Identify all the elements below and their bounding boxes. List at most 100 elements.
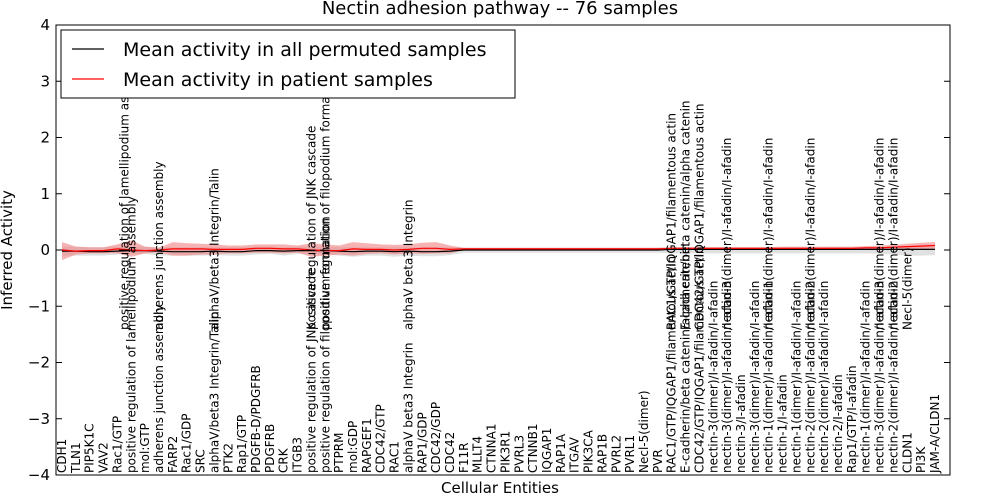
legend-patient-label: Mean activity in patient samples <box>123 69 433 91</box>
x-tick-label-upper: positive regulation of filopodium format… <box>318 73 332 330</box>
x-tick-label: CRK <box>277 447 291 473</box>
x-tick-label: Rac1/GDP <box>180 414 194 473</box>
x-tick-labels: CDH1 TLN1 PIP5K1C VAV2 Rac1/GTP positive regu… <box>55 53 942 474</box>
x-axis-label: Cellular Entities <box>441 479 559 497</box>
x-tick-label-upper: nectin-2(dimer)/I-afadin/I-afadin <box>803 138 817 330</box>
x-tick-label: MLLT4 <box>471 436 485 473</box>
y-axis: −4 −3 −2 −1 0 1 2 3 4 <box>28 16 950 484</box>
y-tick-label: −3 <box>28 410 50 428</box>
x-tick-label: ITGAV <box>568 436 582 473</box>
x-tick-label: ITGB3 <box>291 437 305 473</box>
x-tick-label: SRC <box>194 449 208 473</box>
x-tick-label: RAP1A <box>554 433 568 473</box>
x-tick-label: RAC1/GTP/IQGAP1/filamentous actin <box>665 256 679 473</box>
y-tick-label: −1 <box>28 297 50 315</box>
x-tick-label: nectin-3(dimer)/I-afadin/I-afadin <box>748 281 762 473</box>
x-tick-label: PVRL3 <box>512 435 526 473</box>
x-tick-label: CDH1 <box>55 439 69 473</box>
x-tick-label: mol:GTP <box>138 423 152 473</box>
x-tick-label: nectin-1(dimer)/I-afadin/I-afadin <box>789 281 803 473</box>
x-tick-label-upper: RAC1/GTP/IQGAP1/filamentous actin <box>665 113 679 330</box>
y-tick-label: −4 <box>28 466 50 484</box>
x-tick-label: PDGFB-D/PDGFRB <box>249 365 263 473</box>
x-tick-label: positive regulation of lamellipodium ass… <box>124 196 138 473</box>
y-tick-label: 3 <box>40 72 50 90</box>
x-tick-label-upper: alphaV/beta3 Integrin/Talin <box>207 168 221 330</box>
x-tick-label: nectin-1/I-afadin <box>776 374 790 473</box>
x-tick-label: Rap1/GTP <box>235 415 249 473</box>
x-tick-label: nectin-3(dimer)/I-afadin/I-afadin <box>706 281 720 473</box>
x-tick-label: CDC42/GTP <box>374 404 388 473</box>
patient-band <box>62 240 935 261</box>
x-tick-label: Necl-5(dimer) <box>637 390 651 473</box>
x-tick-label: PI3K <box>914 446 928 473</box>
x-tick-label: nectin-2/I-afadin <box>831 374 845 473</box>
x-tick-label-upper: Necl-5(dimer) <box>900 247 914 330</box>
permuted-mean-line <box>62 248 935 253</box>
x-tick-label: CDC42/GTP/IQGAP1/filamentous actin <box>692 247 706 473</box>
y-tick-label: 4 <box>40 16 50 34</box>
x-tick-label: RAC1 <box>388 441 402 473</box>
x-tick-label: PVR <box>651 449 665 473</box>
x-tick-label: nectin-3(dimer)/I-afadin/I-afadin <box>873 281 887 473</box>
series-lines <box>61 244 936 253</box>
x-tick-label: PDGFRB <box>263 424 277 473</box>
x-tick-label-upper: E-cadherin/beta catenin/alpha catenin <box>679 100 693 330</box>
x-tick-label: RAPGEF1 <box>360 418 374 473</box>
x-tick-label: CDC42/GDP <box>429 402 443 473</box>
x-tick-label: PTPRM <box>332 433 346 474</box>
x-tick-label: PVRL1 <box>623 435 637 473</box>
x-tick-label: RAP1/GDP <box>415 412 429 473</box>
x-tick-label-upper: nectin-1(dimer)/I-afadin/I-afadin <box>762 138 776 330</box>
y-tick-label: 2 <box>40 129 50 147</box>
x-tick-label: VAV2 <box>97 442 111 473</box>
y-axis-label: Inferred Activity <box>0 190 16 310</box>
x-tick-label: PVRL2 <box>609 435 623 473</box>
y-tick-label: −2 <box>28 354 50 372</box>
x-tick-label-upper: adherens junction assembly <box>152 161 166 330</box>
x-tick-label: JAM-A/CLDN1 <box>928 394 942 474</box>
x-tick-label-upper: nectin-3(dimer)/I-afadin/I-afadin <box>873 138 887 330</box>
chart-title: Nectin adhesion pathway -- 76 samples <box>322 0 678 19</box>
x-tick-label: nectin-1(dimer)/I-afadin/I-afadin <box>762 281 776 473</box>
x-tick-label: alphaV beta3 Integrin <box>401 342 415 473</box>
patient-mean-line <box>61 244 936 252</box>
legend-permuted-label: Mean activity in all permuted samples <box>123 39 486 61</box>
x-tick-label: nectin-3(dimer)/I-afadin/I-afadin <box>720 281 734 473</box>
x-tick-label: CLDN1 <box>900 432 914 473</box>
x-tick-label: CTNNA1 <box>485 423 499 473</box>
x-tick-label: nectin-1(dimer)/I-afadin/I-afadin <box>859 281 873 473</box>
x-tick-label: CDC42 <box>443 432 457 473</box>
x-tick-label: alphaV/beta3 Integrin/Talin <box>207 311 221 473</box>
x-tick-label-upper: alphaV beta3 Integrin <box>401 199 415 330</box>
x-tick-label-upper: CDC42/GTP/IQGAP1/filamentous actin <box>692 104 706 330</box>
x-tick-label: IQGAP1 <box>540 428 554 473</box>
x-tick-label: PIK3R1 <box>498 431 512 473</box>
x-tick-label: RAP1B <box>595 434 609 473</box>
x-tick-label: F11R <box>457 442 471 473</box>
x-tick-label: PIK3CA <box>582 429 596 473</box>
x-tick-label-upper: nectin-3(dimer)/I-afadin/I-afadin <box>720 138 734 330</box>
x-tick-label: CTNNB1 <box>526 423 540 473</box>
x-tick-label: nectin-2(dimer)/I-afadin/I-afadin <box>886 281 900 473</box>
y-tick-label: 1 <box>40 185 50 203</box>
x-tick-label: Rac1/GTP <box>110 416 124 473</box>
x-tick-label: adherens junction assembly <box>152 304 166 473</box>
x-tick-label: Rap1/GTP/I-afadin <box>845 365 859 473</box>
x-tick-label: positive regulation of JNK cascade <box>304 269 318 473</box>
x-tick-label: positive regulation of filopodium format… <box>318 216 332 473</box>
x-tick-label: nectin-2(dimer)/I-afadin/I-afadin <box>803 281 817 473</box>
x-tick-label: PIP5K1C <box>83 423 97 473</box>
y-tick-label: 0 <box>40 241 50 259</box>
x-tick-label-upper: positive regulation of lamellipodium ass… <box>117 53 131 330</box>
legend: Mean activity in all permuted samples Me… <box>60 29 516 99</box>
x-tick-label-upper: nectin-2(dimer)/I-afadin/I-afadin <box>886 138 900 330</box>
x-tick-label: mol:GDP <box>346 421 360 473</box>
x-tick-label: FARP2 <box>166 436 180 473</box>
x-tick-label-upper: positive regulation of JNK cascade <box>304 126 318 330</box>
legend-box <box>60 29 516 99</box>
x-tick-label: PTK2 <box>221 443 235 473</box>
x-tick-label: nectin-2(dimer)/I-afadin/I-afadin <box>817 281 831 473</box>
x-tick-label: TLN1 <box>69 442 83 474</box>
